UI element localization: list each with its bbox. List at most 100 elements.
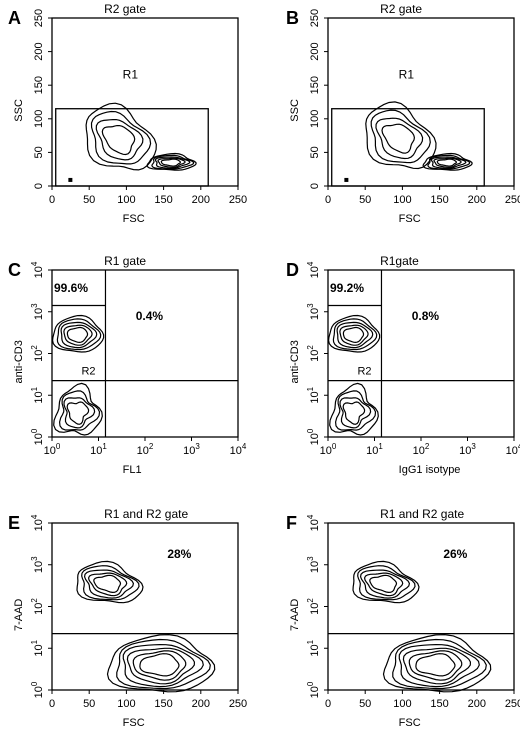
contour-line <box>370 109 431 164</box>
x-tick-label: 100 <box>117 698 135 710</box>
contour-line <box>433 157 462 169</box>
plot-frame <box>327 269 515 438</box>
y-tick-label: 103 <box>30 556 45 573</box>
contour-line <box>83 569 135 599</box>
y-tick-label: 50 <box>309 146 321 158</box>
y-tick-label: 101 <box>306 386 321 403</box>
x-tick-label: 103 <box>183 442 200 457</box>
panel-c: C R1 gate 100 101 102 103 104 100 101 102 103 104 FL… <box>8 254 247 476</box>
x-axis-label: IgG1 isotype <box>399 464 461 476</box>
x-axis-label: FSC <box>123 213 145 225</box>
y-axis-label: anti-CD3 <box>13 340 25 383</box>
contour-line <box>116 638 211 690</box>
quadrant-upper-left-percent: 99.6% <box>54 281 88 295</box>
x-tick-label: 0 <box>325 698 331 710</box>
panel-title: R1 and R2 gate <box>104 507 188 521</box>
y-axis-label: 7-AAD <box>13 599 25 631</box>
x-tick-label: 101 <box>366 442 383 457</box>
y-tick-label: 101 <box>30 386 45 403</box>
x-tick-label: 102 <box>413 442 430 457</box>
y-tick-label: 104 <box>30 261 45 278</box>
contour-line <box>93 574 122 594</box>
y-tick-label: 102 <box>30 345 45 362</box>
x-tick-label: 104 <box>230 442 247 457</box>
y-tick-label: 104 <box>30 514 45 531</box>
contour-line <box>339 397 372 429</box>
contour-line <box>381 123 416 154</box>
contour-line <box>342 326 365 344</box>
y-axis-label: SSC <box>13 99 25 122</box>
contour-line <box>81 565 140 601</box>
contour-line <box>334 390 377 431</box>
contour-line <box>154 156 191 169</box>
y-tick-label: 103 <box>306 303 321 320</box>
contour-line <box>60 321 98 349</box>
x-tick-label: 250 <box>505 194 520 206</box>
contour-line <box>375 117 424 160</box>
y-tick-label: 100 <box>306 681 321 698</box>
panel-b: B R2 gate 0 50 100 150 200 250 0 50 100 150 200 250 FS… <box>286 2 520 225</box>
contour-line <box>382 633 492 693</box>
plot-frame <box>51 17 239 187</box>
y-tick-label: 100 <box>306 428 321 445</box>
panel-title: R2 gate <box>380 2 422 16</box>
contour-line <box>87 572 128 597</box>
panel-title: R1 gate <box>104 254 146 268</box>
contour-line <box>66 401 90 425</box>
y-tick-label: 200 <box>33 42 45 60</box>
y-tick-label: 104 <box>306 261 321 278</box>
x-tick-label: 101 <box>90 442 107 457</box>
contour-line <box>106 633 216 693</box>
contour-line <box>327 314 381 353</box>
gate-label: R2 <box>81 366 95 378</box>
contour-line <box>332 318 378 351</box>
upper-percent: 28% <box>167 547 191 561</box>
contour-line <box>56 318 102 351</box>
y-tick-label: 103 <box>306 556 321 573</box>
panel-title: R2 gate <box>104 2 146 16</box>
contour-line <box>427 154 471 170</box>
contour-line <box>359 569 411 599</box>
panel-title: R1gate <box>380 254 419 268</box>
panel-f: F R1 and R2 gate 0 50 100 150 200 250 100 101 102 1… <box>286 507 520 729</box>
event-dot <box>68 177 73 182</box>
y-tick-label: 200 <box>309 42 321 60</box>
contour-line <box>415 653 456 677</box>
x-tick-label: 250 <box>229 194 247 206</box>
x-tick-label: 0 <box>49 194 55 206</box>
gate-label: R2 <box>357 366 371 378</box>
contour-line <box>398 643 480 688</box>
event-dot <box>344 177 349 182</box>
plot-frame <box>51 269 239 438</box>
contour-line <box>352 560 420 604</box>
panel-letter: F <box>286 513 297 533</box>
x-tick-label: 50 <box>83 698 95 710</box>
x-tick-label: 102 <box>137 442 154 457</box>
contour-line <box>63 324 93 346</box>
y-tick-label: 103 <box>30 303 45 320</box>
contour-line <box>63 397 96 429</box>
contour-line <box>139 653 180 677</box>
contour-line <box>76 560 144 604</box>
x-tick-label: 50 <box>359 194 371 206</box>
contour-line <box>95 119 144 161</box>
x-axis-label: FSC <box>123 717 145 729</box>
x-tick-label: 0 <box>49 698 55 710</box>
contour-line <box>402 647 472 685</box>
contour-line <box>329 382 379 436</box>
x-tick-label: 50 <box>83 194 95 206</box>
y-tick-label: 100 <box>309 110 321 128</box>
contour-line <box>336 321 374 349</box>
panel-title: R1 and R2 gate <box>380 507 464 521</box>
gate-label: R1 <box>399 67 415 81</box>
panel-e: E R1 and R2 gate 0 50 100 150 200 250 100 101 102 1… <box>8 507 247 729</box>
y-tick-label: 250 <box>309 9 321 27</box>
y-tick-label: 0 <box>309 183 321 189</box>
panel-letter: A <box>8 8 21 28</box>
plot-frame <box>327 17 515 187</box>
contour-line <box>339 324 369 346</box>
x-tick-label: 150 <box>430 698 448 710</box>
x-tick-label: 150 <box>430 194 448 206</box>
x-tick-label: 100 <box>320 442 337 457</box>
